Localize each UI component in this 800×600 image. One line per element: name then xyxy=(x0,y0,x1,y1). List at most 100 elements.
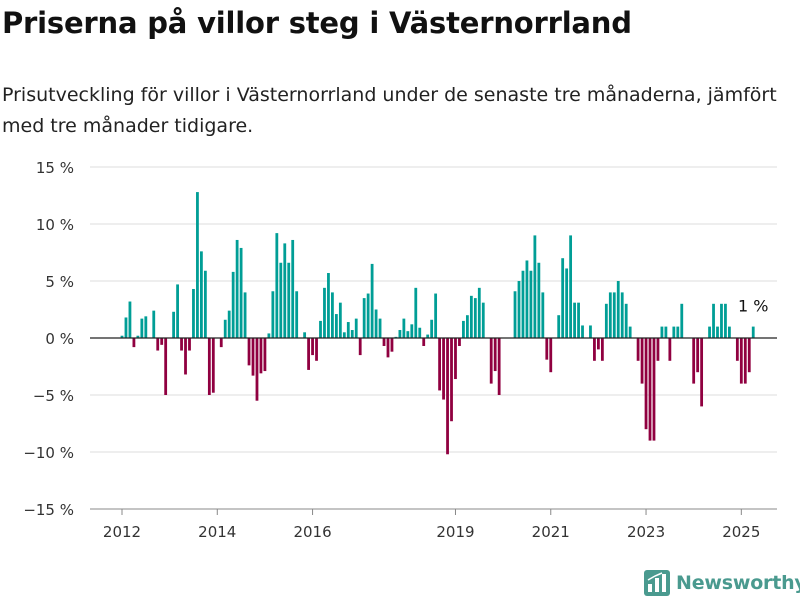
bar xyxy=(640,338,644,384)
bar xyxy=(207,338,211,395)
bar xyxy=(247,338,251,366)
bar xyxy=(124,317,128,338)
bar xyxy=(438,338,441,391)
bar xyxy=(211,338,215,393)
bar xyxy=(593,338,596,361)
bar xyxy=(311,338,314,356)
bar xyxy=(656,338,660,361)
bar xyxy=(676,326,680,338)
bar xyxy=(271,291,275,338)
bar xyxy=(172,311,176,338)
bar xyxy=(561,258,565,338)
bar xyxy=(180,338,183,351)
bar xyxy=(382,338,386,346)
bar xyxy=(489,338,493,384)
bar xyxy=(243,292,247,338)
bar xyxy=(747,338,751,373)
bar xyxy=(569,235,573,338)
bar xyxy=(200,251,203,338)
brand-name: Newsworthy xyxy=(676,572,800,594)
bar xyxy=(390,338,394,352)
bar xyxy=(577,302,580,338)
bar xyxy=(295,291,299,338)
bar xyxy=(597,338,600,350)
bar xyxy=(410,324,414,338)
bar xyxy=(465,315,469,338)
bar xyxy=(620,292,624,338)
y-tick-label: 5 % xyxy=(45,273,74,291)
bar xyxy=(426,334,430,338)
bar xyxy=(616,281,620,338)
bar xyxy=(517,281,521,338)
bar xyxy=(251,338,255,376)
bar xyxy=(751,326,755,338)
bar xyxy=(696,338,700,373)
bar xyxy=(462,320,465,338)
bar xyxy=(156,338,160,351)
bar xyxy=(303,332,307,338)
bar-chart: 15 %10 %5 %0 %−5 %−10 %−15 % 2012 2014 201… xyxy=(23,159,777,541)
bar xyxy=(120,335,124,338)
bar xyxy=(533,235,537,338)
bar xyxy=(442,338,445,400)
bar xyxy=(334,314,338,338)
bar xyxy=(287,262,291,338)
bar xyxy=(402,318,406,338)
y-tick-label: −10 % xyxy=(23,444,74,462)
bar xyxy=(600,338,604,361)
bar-chart-logo-icon xyxy=(644,570,670,596)
y-tick-label: 15 % xyxy=(36,159,74,177)
chart-subtitle: Prisutveckling för villor i Västernorrla… xyxy=(2,84,777,137)
bar xyxy=(279,262,283,338)
bar xyxy=(469,295,473,338)
bar xyxy=(370,263,374,338)
bar xyxy=(450,338,453,422)
bar xyxy=(728,326,731,338)
bar xyxy=(493,338,497,372)
bar xyxy=(458,338,461,346)
x-tick-label: 2016 xyxy=(293,523,331,541)
bar xyxy=(541,292,545,338)
bar xyxy=(319,320,322,338)
bar xyxy=(160,338,164,345)
chart-title: Priserna på villor steg i Västernorrland xyxy=(2,6,632,40)
x-tick-label: 2012 xyxy=(103,523,141,541)
bar xyxy=(315,338,318,361)
bar xyxy=(565,268,569,338)
bars xyxy=(120,192,755,455)
bar xyxy=(136,335,140,338)
bar xyxy=(612,292,616,338)
bar xyxy=(529,270,533,338)
bar xyxy=(668,338,672,361)
bar xyxy=(307,338,310,370)
bar xyxy=(219,338,223,348)
bar xyxy=(327,273,330,338)
bar xyxy=(267,333,271,338)
bar xyxy=(152,310,156,338)
bar xyxy=(712,303,715,338)
bar xyxy=(581,325,584,338)
bar xyxy=(724,303,727,338)
y-tick-label: −5 % xyxy=(33,387,74,405)
bar xyxy=(414,287,418,338)
bar xyxy=(350,330,354,338)
bar xyxy=(481,302,485,338)
x-tick-label: 2025 xyxy=(722,523,760,541)
bar xyxy=(331,292,334,338)
bar xyxy=(358,338,362,356)
bar xyxy=(497,338,501,395)
bar xyxy=(406,331,410,338)
bar xyxy=(184,338,187,375)
y-axis-labels: 15 % 10 % 5 % 0 % −5 % −10 % −15 % xyxy=(23,159,74,519)
bar xyxy=(259,338,263,374)
bar xyxy=(477,287,481,338)
bar xyxy=(176,284,179,338)
bar xyxy=(521,270,525,338)
bar xyxy=(398,330,402,338)
bar xyxy=(537,262,541,338)
bar xyxy=(525,260,529,338)
bar xyxy=(188,338,191,351)
bar xyxy=(716,326,719,338)
x-axis: 2012 2014 2016 2019 2021 2023 2025 xyxy=(90,508,777,541)
bar xyxy=(636,338,640,361)
